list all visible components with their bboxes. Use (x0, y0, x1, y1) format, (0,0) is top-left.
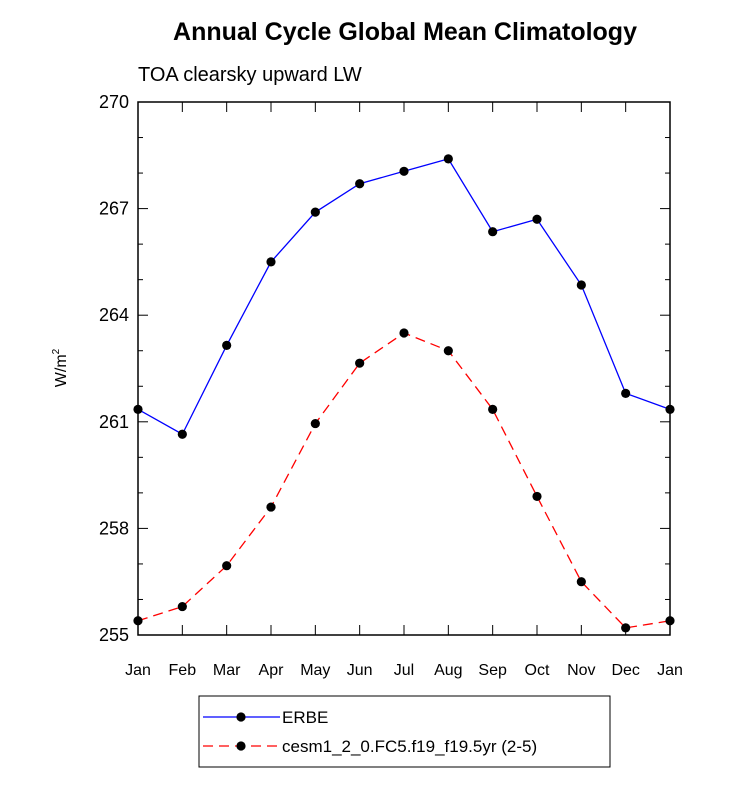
series-1-point (576, 577, 586, 587)
x-tick-label: Oct (525, 662, 550, 679)
y-tick-label: 264 (99, 305, 129, 325)
legend-label-cesm: cesm1_2_0.FC5.f19_f19.5yr (2-5) (282, 737, 537, 756)
legend-marker-cesm (236, 741, 246, 751)
y-axis-label-base: W/m (53, 354, 70, 387)
svg-text:W/m2: W/m2 (51, 348, 70, 387)
plot-frame (137, 101, 671, 636)
y-tick-label: 267 (99, 199, 129, 219)
series-1-point (266, 502, 276, 512)
x-tick-label: Mar (213, 662, 241, 679)
series-1-point (399, 328, 409, 338)
series-1-point (488, 404, 498, 414)
series-1-point (310, 418, 320, 429)
x-tick-label: Sep (478, 662, 507, 679)
series-0-point (355, 179, 365, 189)
series-1-point (177, 601, 187, 612)
series-1-point (222, 561, 232, 571)
y-tick-label: 270 (99, 92, 129, 112)
series-0-point (488, 227, 498, 237)
x-tick-label: Jun (347, 662, 373, 679)
plot-labels: 255 258 261 264 267 270 Jan Feb Mar Apr May Jun Jul A… (99, 92, 683, 679)
series-1-point (532, 491, 542, 502)
series-0-point (399, 166, 409, 176)
x-tick-label: Jul (394, 662, 414, 679)
chart-subtitle: TOA clearsky upward LW (138, 64, 362, 86)
x-tick-label: Feb (169, 662, 197, 679)
y-axis-label: W/m2 (51, 348, 70, 387)
x-tick-label: Nov (567, 662, 595, 679)
y-axis-label-sup: 2 (51, 348, 62, 354)
x-tick-label: Apr (259, 662, 285, 679)
series-0-point (576, 280, 586, 290)
series-line-0 (137, 158, 671, 436)
series-1-point (443, 346, 453, 356)
legend-box (198, 695, 611, 768)
x-tick-label: Jan (125, 662, 151, 679)
y-tick-label: 255 (99, 625, 129, 645)
series-0-point (310, 207, 320, 217)
series-line-1 (137, 332, 671, 629)
plot-series (133, 154, 675, 633)
chart-title: Annual Cycle Global Mean Climatology (173, 18, 637, 46)
legend: ERBE cesm1_2_0.FC5.f19_f19.5yr (2-5) (198, 695, 611, 768)
series-1-point (355, 358, 365, 368)
y-tick-label: 258 (99, 518, 129, 538)
series-0-point (443, 154, 453, 164)
legend-label-erbe: ERBE (282, 708, 328, 727)
series-0-point (621, 388, 631, 398)
legend-item-cesm: cesm1_2_0.FC5.f19_f19.5yr (2-5) (203, 737, 537, 756)
x-tick-label: Aug (434, 662, 462, 679)
x-tick-label: May (300, 662, 330, 679)
x-tick-label: Dec (611, 662, 639, 679)
series-0-point (177, 429, 187, 439)
plot-ticks (137, 101, 671, 636)
y-tick-label: 261 (99, 412, 129, 432)
legend-marker-erbe (236, 712, 246, 722)
series-0-point (222, 340, 232, 351)
legend-item-erbe: ERBE (203, 708, 328, 727)
series-1-point (621, 623, 631, 633)
series-0-point (532, 214, 542, 224)
series-0-point (266, 257, 276, 267)
x-tick-label: Jan (657, 662, 683, 679)
